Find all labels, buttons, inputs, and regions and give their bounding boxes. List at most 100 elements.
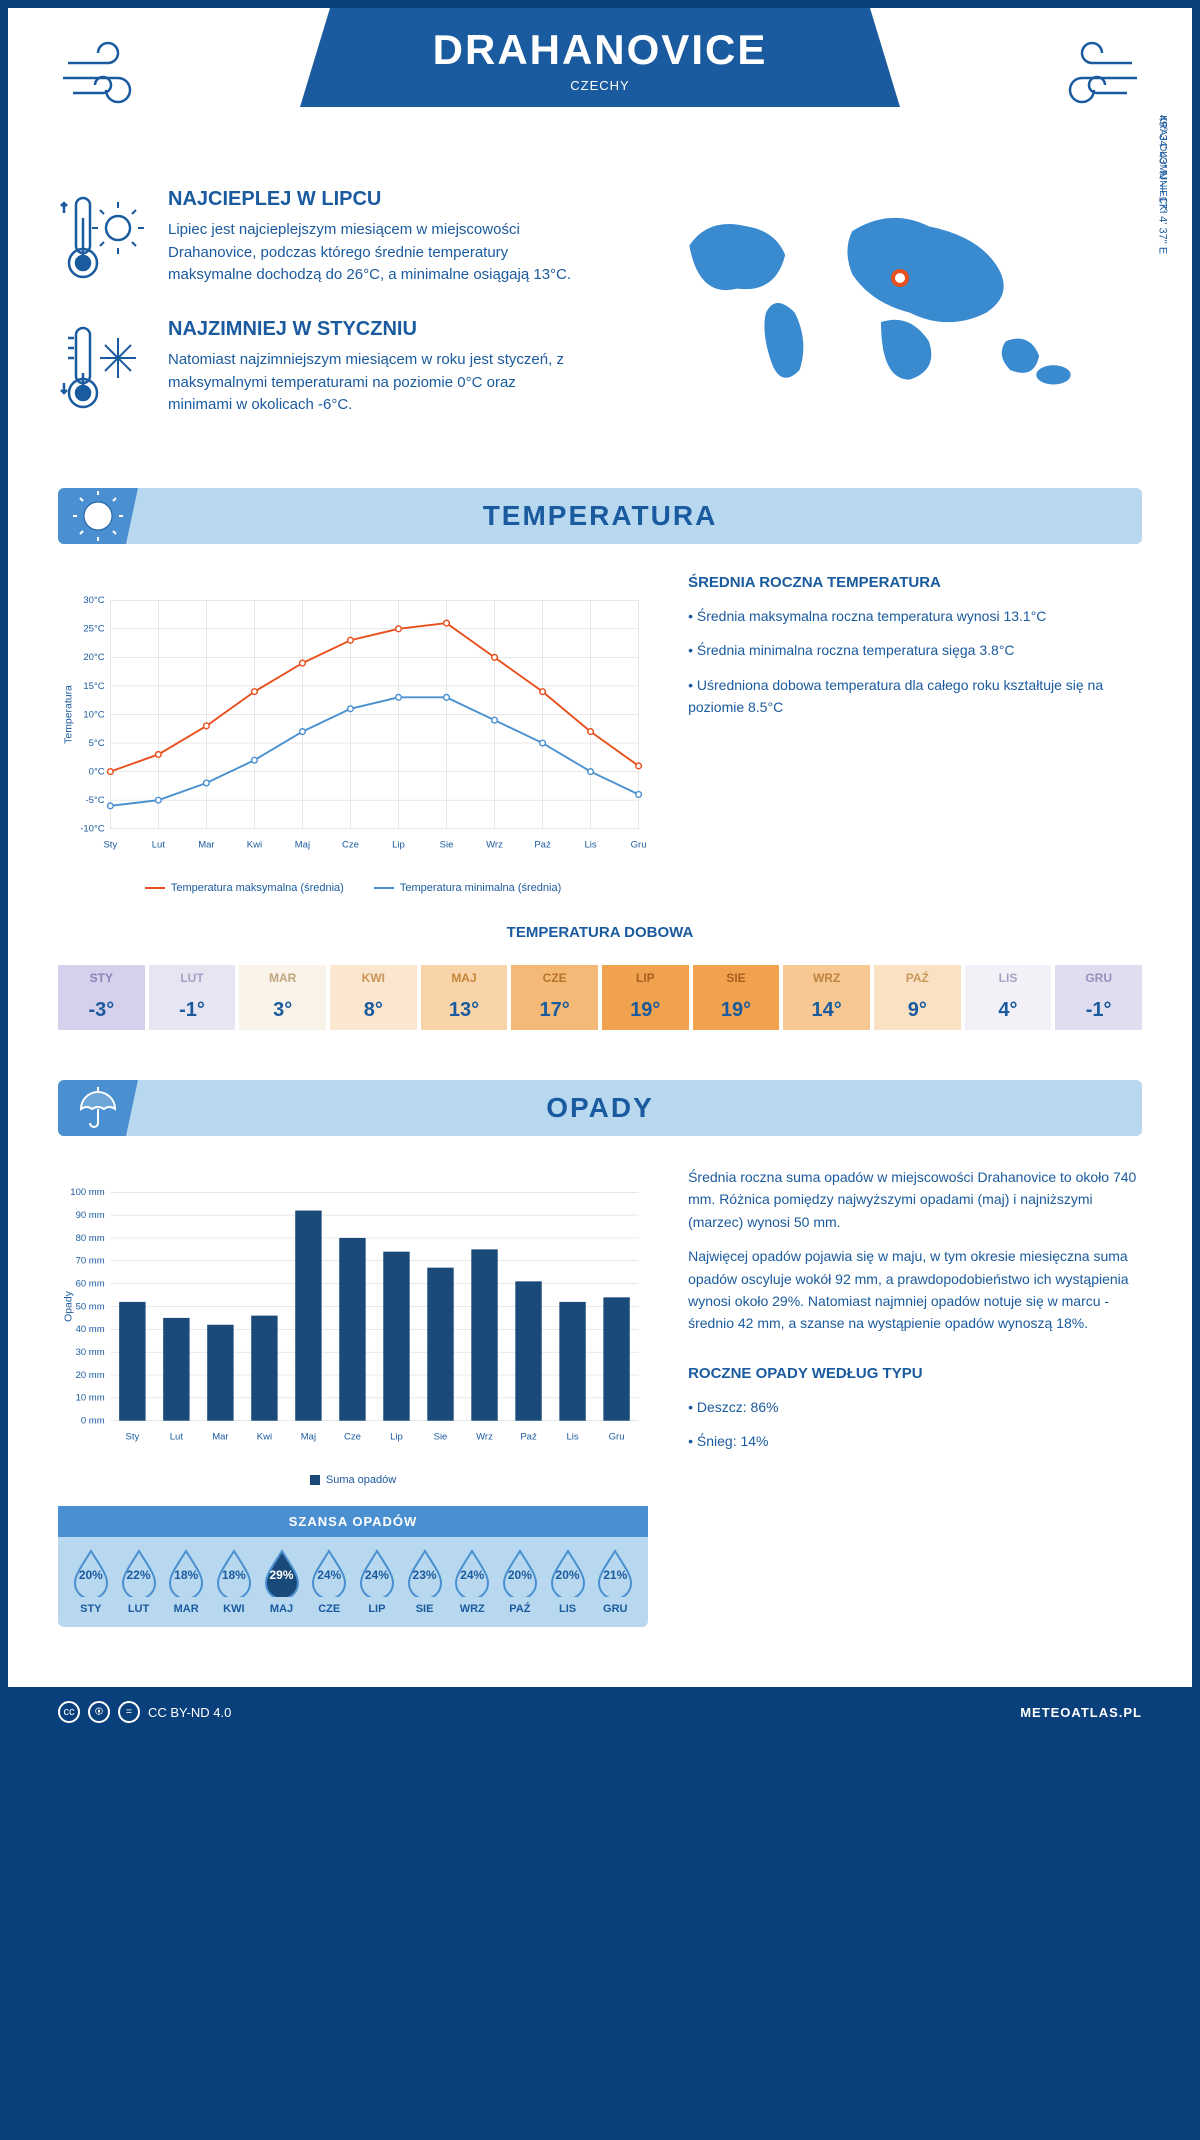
- svg-text:Sty: Sty: [125, 1432, 139, 1443]
- wind-decoration-icon: [58, 38, 158, 122]
- warmest-fact: NAJCIEPLEJ W LIPCU Lipiec jest najcieple…: [58, 188, 580, 288]
- chance-drops-row: 20% STY 22% LUT 18% MAR 18% KWI: [70, 1549, 636, 1615]
- svg-text:15°C: 15°C: [83, 681, 104, 692]
- nd-icon: =: [118, 1701, 140, 1723]
- legend-precip: Suma opadów: [326, 1474, 396, 1486]
- title-banner: DRAHANOVICE CZECHY: [300, 8, 900, 107]
- temperature-annual-text: ŚREDNIA ROCZNA TEMPERATURA • Średnia mak…: [688, 574, 1142, 894]
- temperature-row: -10°C-5°C0°C5°C10°C15°C20°C25°C30°CStyLu…: [58, 574, 1142, 894]
- svg-text:Lut: Lut: [170, 1432, 184, 1443]
- daily-temp-cell: STY -3°: [58, 955, 145, 1040]
- daily-temp-title: TEMPERATURA DOBOWA: [58, 924, 1142, 941]
- daily-temp-cell: GRU -1°: [1055, 955, 1142, 1040]
- daily-temp-cell: KWI 8°: [330, 955, 417, 1040]
- umbrella-icon: [58, 1080, 138, 1136]
- chance-drop: 20% PAŹ: [499, 1549, 541, 1615]
- precipitation-row: 0 mm10 mm20 mm30 mm40 mm50 mm60 mm70 mm8…: [58, 1166, 1142, 1627]
- svg-text:Gru: Gru: [609, 1432, 625, 1443]
- chance-drop: 20% STY: [70, 1549, 112, 1615]
- wind-decoration-icon: [1042, 38, 1142, 122]
- svg-text:Lis: Lis: [566, 1432, 578, 1443]
- thermometer-cold-icon: [58, 318, 148, 418]
- svg-text:20 mm: 20 mm: [76, 1370, 105, 1381]
- precipitation-bar-chart: 0 mm10 mm20 mm30 mm40 mm50 mm60 mm70 mm8…: [58, 1166, 648, 1466]
- precip-p1: Średnia roczna suma opadów w miejscowośc…: [688, 1166, 1142, 1233]
- precipitation-chart-panel: 0 mm10 mm20 mm30 mm40 mm50 mm60 mm70 mm8…: [58, 1166, 648, 1627]
- svg-text:30 mm: 30 mm: [76, 1347, 105, 1358]
- chance-drop: 20% LIS: [547, 1549, 589, 1615]
- svg-text:10°C: 10°C: [83, 709, 104, 720]
- sun-icon: [58, 488, 138, 544]
- precip-snow: • Śnieg: 14%: [688, 1430, 1142, 1452]
- svg-text:25°C: 25°C: [83, 624, 104, 635]
- daily-temp-cell: PAŹ 9°: [874, 955, 961, 1040]
- chance-title: SZANSA OPADÓW: [58, 1506, 648, 1537]
- temperature-heading: TEMPERATURA: [58, 500, 1142, 532]
- chance-drop: 24% WRZ: [451, 1549, 493, 1615]
- svg-text:Wrz: Wrz: [486, 840, 503, 851]
- daily-temp-cell: LIS 4°: [965, 955, 1052, 1040]
- svg-text:Cze: Cze: [342, 840, 359, 851]
- svg-text:Kwi: Kwi: [257, 1432, 272, 1443]
- svg-text:50 mm: 50 mm: [76, 1301, 105, 1312]
- svg-text:Cze: Cze: [344, 1432, 361, 1443]
- chance-drop: 23% SIE: [404, 1549, 446, 1615]
- annual-temp-title: ŚREDNIA ROCZNA TEMPERATURA: [688, 574, 1142, 591]
- world-map-panel: 49° 34' 43'' N — 17° 4' 37'' E KRAJ OŁOM…: [620, 188, 1142, 448]
- precip-rain: • Deszcz: 86%: [688, 1396, 1142, 1418]
- chance-drop: 18% KWI: [213, 1549, 255, 1615]
- svg-text:40 mm: 40 mm: [76, 1324, 105, 1335]
- svg-text:Sie: Sie: [440, 840, 454, 851]
- svg-text:Paź: Paź: [534, 840, 551, 851]
- daily-temp-cell: SIE 19°: [693, 955, 780, 1040]
- svg-text:Maj: Maj: [295, 840, 310, 851]
- svg-text:100 mm: 100 mm: [70, 1187, 104, 1198]
- daily-temp-cell: CZE 17°: [511, 955, 598, 1040]
- svg-text:Kwi: Kwi: [247, 840, 262, 851]
- header: DRAHANOVICE CZECHY: [8, 8, 1192, 158]
- temperature-section-header: TEMPERATURA: [58, 488, 1142, 544]
- legend-max: Temperatura maksymalna (średnia): [171, 882, 344, 894]
- daily-temp-cell: LIP 19°: [602, 955, 689, 1040]
- svg-text:Wrz: Wrz: [476, 1432, 493, 1443]
- svg-text:Lut: Lut: [152, 840, 166, 851]
- svg-text:Lis: Lis: [584, 840, 596, 851]
- temperature-legend: Temperatura maksymalna (średnia) Tempera…: [58, 882, 648, 894]
- svg-text:Lip: Lip: [390, 1432, 403, 1443]
- chance-drop: 21% GRU: [594, 1549, 636, 1615]
- intro-facts: NAJCIEPLEJ W LIPCU Lipiec jest najcieple…: [58, 188, 580, 448]
- svg-text:Sie: Sie: [434, 1432, 448, 1443]
- svg-text:Maj: Maj: [301, 1432, 316, 1443]
- location-marker-icon: [891, 269, 909, 287]
- coldest-fact: NAJZIMNIEJ W STYCZNIU Natomiast najzimni…: [58, 318, 580, 418]
- chance-drop: 22% LUT: [118, 1549, 160, 1615]
- precipitation-legend: Suma opadów: [58, 1474, 648, 1486]
- svg-text:5°C: 5°C: [89, 738, 105, 749]
- daily-temp-cell: MAJ 13°: [421, 955, 508, 1040]
- svg-text:Temperatura: Temperatura: [63, 685, 74, 744]
- thermometer-hot-icon: [58, 188, 148, 288]
- svg-text:60 mm: 60 mm: [76, 1278, 105, 1289]
- svg-text:Mar: Mar: [198, 840, 214, 851]
- svg-text:-10°C: -10°C: [80, 824, 105, 835]
- precipitation-section-header: OPADY: [58, 1080, 1142, 1136]
- precipitation-heading: OPADY: [58, 1092, 1142, 1124]
- svg-text:20°C: 20°C: [83, 652, 104, 663]
- daily-temp-cell: LUT -1°: [149, 955, 236, 1040]
- page: DRAHANOVICE CZECHY NAJCIEPLEJ W LIPCU Li…: [8, 8, 1192, 1737]
- coldest-title: NAJZIMNIEJ W STYCZNIU: [168, 318, 580, 341]
- svg-text:Mar: Mar: [212, 1432, 228, 1443]
- annual-temp-p2: • Średnia minimalna roczna temperatura s…: [688, 639, 1142, 661]
- region-label: KRAJ OŁOMUNIECKI: [1157, 115, 1168, 213]
- site-name: METEOATLAS.PL: [1020, 1705, 1142, 1720]
- chance-drop: 18% MAR: [165, 1549, 207, 1615]
- svg-text:0°C: 0°C: [89, 766, 105, 777]
- warmest-title: NAJCIEPLEJ W LIPCU: [168, 188, 580, 211]
- license-block: cc 🅯 = CC BY-ND 4.0: [58, 1701, 231, 1723]
- temperature-chart-panel: -10°C-5°C0°C5°C10°C15°C20°C25°C30°CStyLu…: [58, 574, 648, 894]
- footer: cc 🅯 = CC BY-ND 4.0 METEOATLAS.PL: [8, 1687, 1192, 1737]
- svg-text:Gru: Gru: [631, 840, 647, 851]
- svg-text:Paź: Paź: [520, 1432, 537, 1443]
- svg-text:Opady: Opady: [63, 1290, 74, 1322]
- svg-text:80 mm: 80 mm: [76, 1233, 105, 1244]
